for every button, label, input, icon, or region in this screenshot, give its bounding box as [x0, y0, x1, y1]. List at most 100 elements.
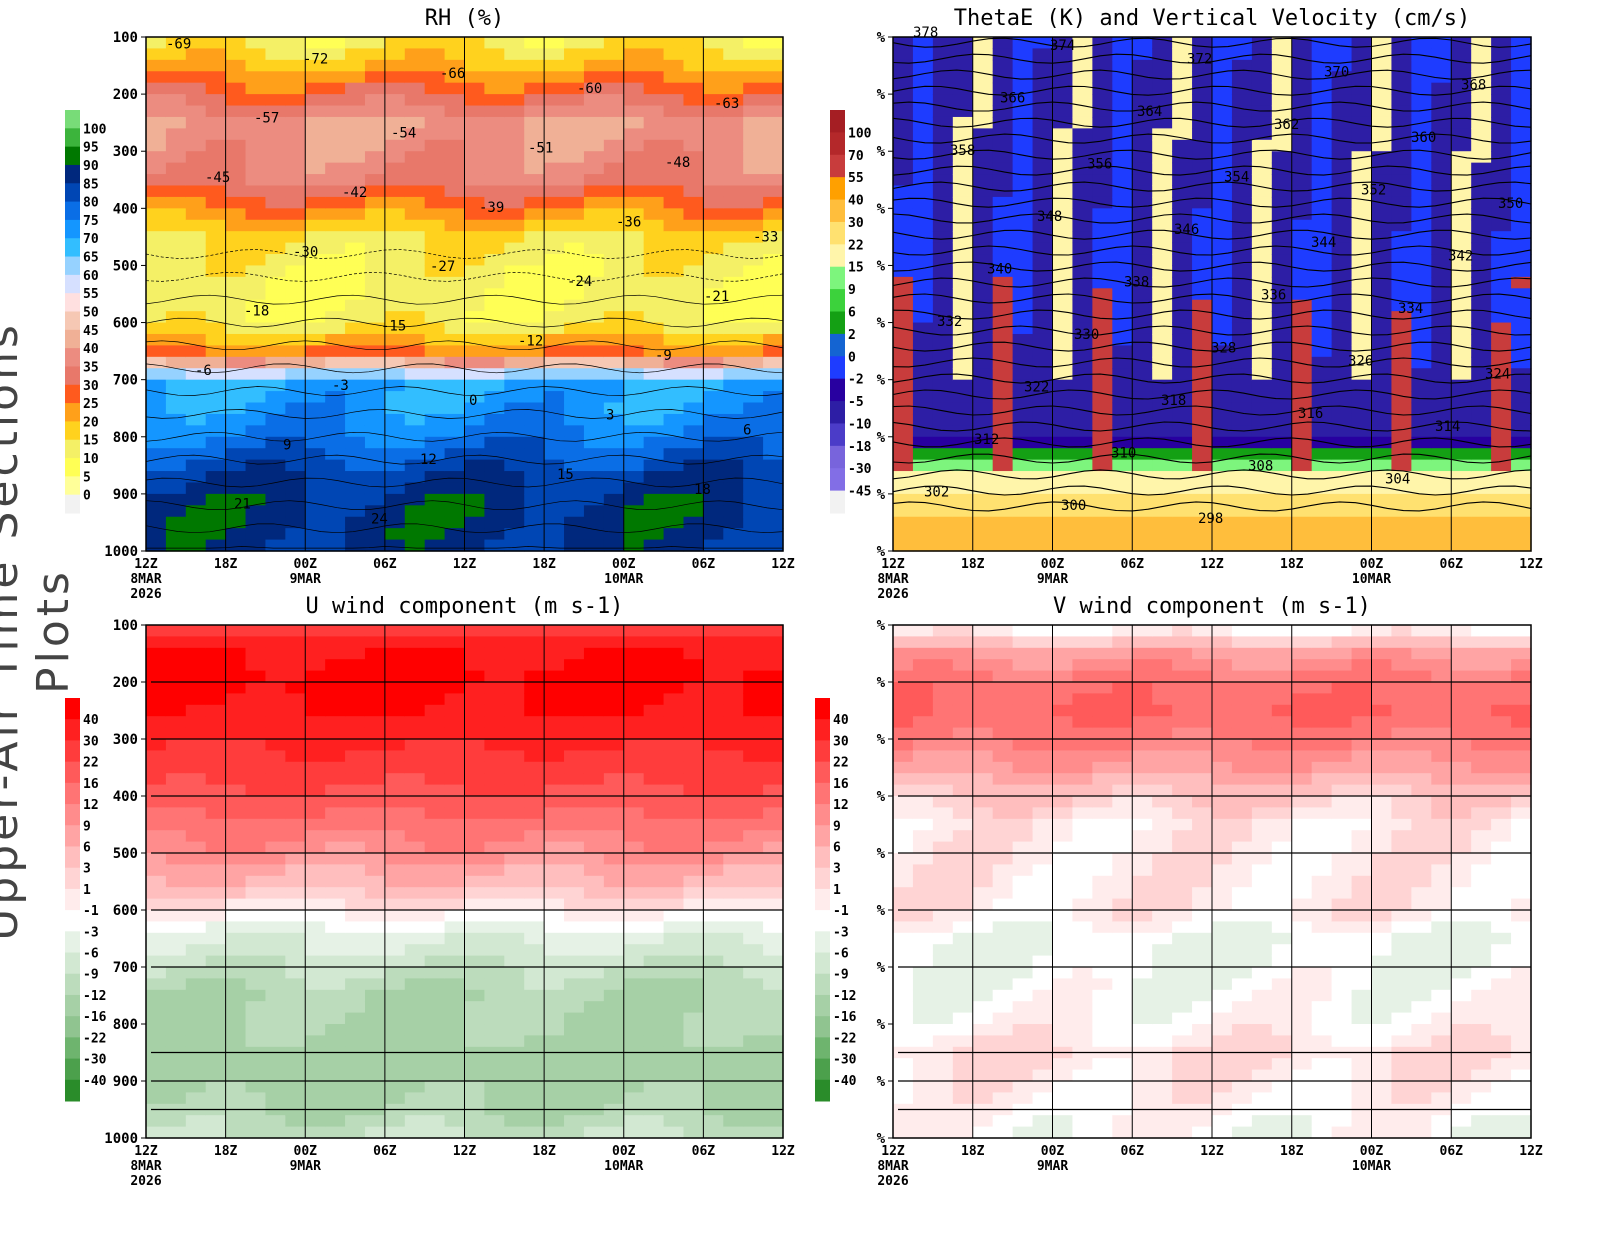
field-cell: [484, 955, 505, 968]
field-cell: [683, 185, 704, 198]
field-cell: [544, 659, 565, 672]
field-cell: [1092, 254, 1113, 267]
field-cell: [225, 493, 247, 506]
field-cell: [1231, 471, 1253, 484]
field-cell: [265, 989, 286, 1002]
field-cell: [743, 391, 764, 404]
field-cell: [663, 1012, 685, 1025]
field-cell: [603, 682, 625, 694]
field-cell: [345, 448, 366, 461]
field-cell: [1132, 459, 1153, 472]
field-cell: [504, 471, 525, 484]
field-cell: [225, 659, 247, 672]
field-cell: [484, 670, 505, 683]
field-cell: [424, 887, 446, 900]
field-cell: [743, 727, 764, 740]
field-cell: [1152, 174, 1173, 187]
x-tick-label: 12Z: [881, 557, 905, 572]
field-cell: [1112, 116, 1133, 129]
colorbar-label: -45: [848, 485, 871, 500]
field-cell: [325, 265, 346, 278]
field-cell: [165, 784, 187, 797]
field-cell: [404, 1069, 426, 1082]
field-cell: [404, 739, 426, 751]
field-cell: [1152, 345, 1173, 358]
field-cell: [1231, 493, 1253, 506]
y-tick-label: 500: [113, 258, 138, 274]
field-cell: [464, 265, 486, 278]
colorbar-label: -30: [848, 462, 872, 477]
field-cell: [424, 1001, 446, 1014]
field-cell: [225, 796, 247, 808]
field-cell: [544, 944, 565, 957]
field-cell: [464, 254, 486, 267]
field-cell: [464, 379, 486, 392]
field-cell: [1012, 162, 1034, 175]
field-cell: [165, 379, 187, 392]
field-cell: [1092, 196, 1113, 209]
field-cell: [444, 773, 466, 786]
field-cell: [1371, 231, 1393, 244]
field-cell: [683, 704, 704, 717]
field-cell: [404, 967, 426, 979]
field-cell: [364, 254, 386, 267]
field-cell: [325, 299, 346, 312]
field-cell: [185, 48, 207, 61]
field-cell: [484, 682, 505, 694]
field-cell: [703, 955, 724, 968]
field-cell: [743, 528, 764, 541]
colorbar-label: 75: [83, 214, 99, 229]
field-cell: [932, 174, 954, 187]
field-cell: [1491, 505, 1512, 518]
field-cell: [325, 37, 346, 50]
field-cell: [1331, 37, 1353, 50]
field-cell: [623, 1012, 645, 1025]
field-cell: [364, 482, 386, 495]
field-cell: [305, 1024, 326, 1036]
field-cell: [723, 436, 744, 449]
field-cell: [185, 875, 207, 888]
field-cell: [603, 391, 625, 404]
field-cell: [225, 311, 247, 324]
field-cell: [663, 208, 685, 221]
field-cell: [185, 231, 207, 244]
field-cell: [484, 1092, 505, 1105]
field-cell: [484, 82, 505, 95]
field-cell: [743, 128, 764, 141]
field-cell: [305, 265, 326, 278]
x-date-label: 9MAR: [1037, 572, 1068, 587]
colorbar-swatch: [65, 494, 80, 514]
field-cell: [464, 425, 486, 438]
field-cell: [1052, 94, 1074, 107]
field-cell: [285, 1126, 306, 1139]
field-cell: [424, 1092, 446, 1105]
field-cell: [205, 311, 227, 324]
field-cell: [1112, 94, 1133, 107]
field-cell: [384, 693, 406, 706]
field-cell: [723, 276, 744, 289]
field-cell: [1331, 48, 1353, 61]
field-cell: [1032, 516, 1054, 529]
field-cell: [723, 625, 744, 637]
field-cell: [583, 128, 605, 141]
field-cell: [424, 208, 446, 221]
field-cell: [384, 242, 406, 255]
field-cell: [1511, 402, 1532, 415]
field-cell: [1491, 59, 1512, 72]
field-cell: [1391, 299, 1412, 312]
field-cell: [1291, 482, 1313, 495]
field-cell: [1411, 231, 1432, 244]
field-cell: [524, 299, 545, 312]
field-cell: [583, 693, 605, 706]
field-cell: [1411, 505, 1432, 518]
field-cell: [325, 493, 346, 506]
field-cell: [1172, 71, 1193, 84]
field-cell: [544, 345, 565, 358]
field-cell: [305, 379, 326, 392]
field-cell: [583, 1058, 605, 1071]
field-cell: [1311, 402, 1333, 415]
field-cell: [424, 761, 446, 774]
field-cell: [265, 128, 286, 141]
field-cell: [404, 231, 426, 244]
field-cell: [325, 636, 346, 649]
